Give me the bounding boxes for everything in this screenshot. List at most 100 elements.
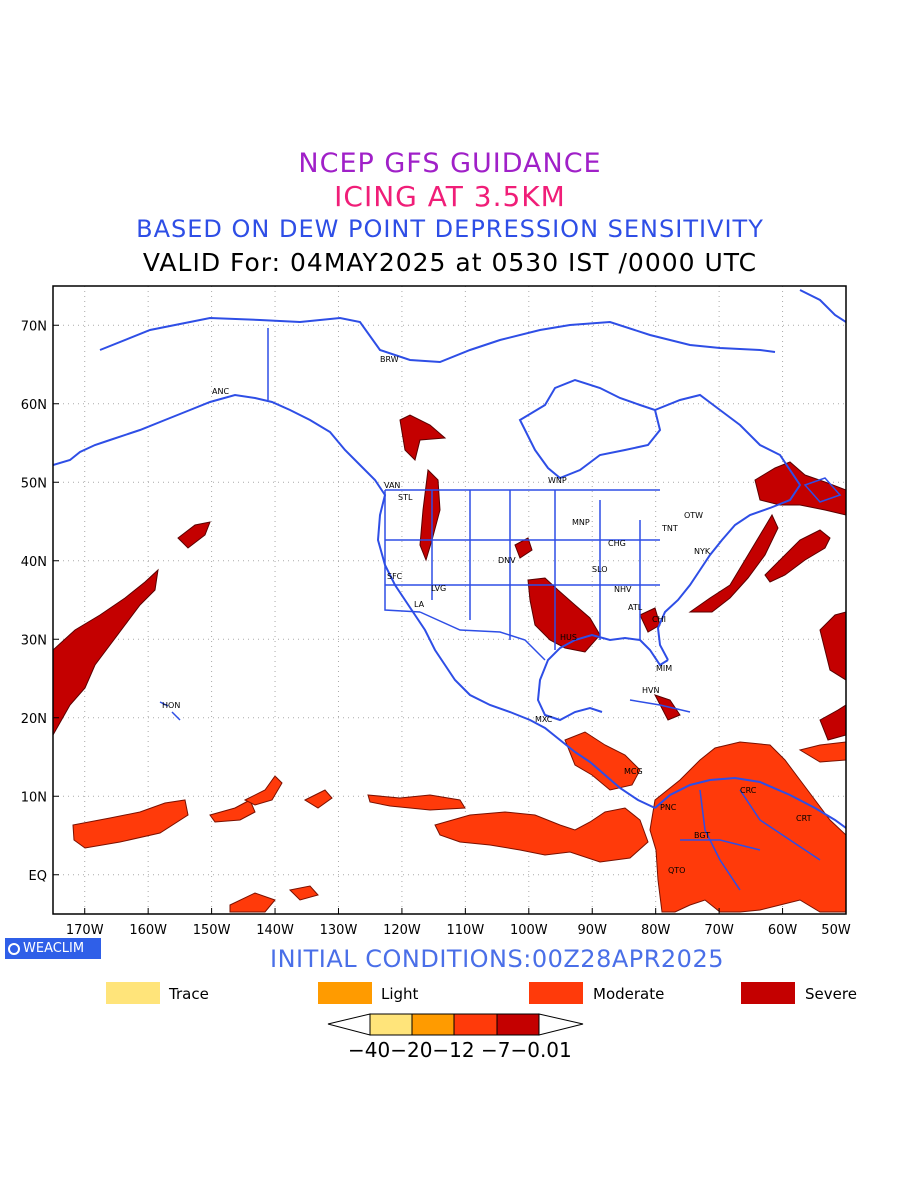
- city-label-bgt: BGT: [694, 831, 710, 840]
- city-label-otw: OTW: [684, 511, 703, 520]
- icing-area: [209, 799, 256, 823]
- lon-tick-label: 80W: [641, 923, 671, 938]
- city-label-stl: STL: [398, 493, 413, 502]
- legend-swatch-moderate: [529, 982, 583, 1004]
- city-label-mcg: MCG: [624, 767, 643, 776]
- colorbar: [327, 1013, 584, 1036]
- legend-swatch-light: [318, 982, 372, 1004]
- lat-tick-label: 20N: [21, 712, 47, 727]
- city-label-slo: SLO: [592, 565, 608, 574]
- city-label-pnc: PNC: [660, 803, 677, 812]
- icing-area: [399, 414, 447, 461]
- lon-tick-label: 120W: [383, 923, 421, 938]
- lat-tick-label: EQ: [29, 869, 47, 884]
- legend-swatch-trace: [106, 982, 160, 1004]
- icing-area: [764, 529, 831, 583]
- us-mexico-border: [419, 611, 546, 661]
- coastline-hudson: [518, 378, 662, 480]
- logo-text: WEACLIM: [23, 941, 85, 956]
- icing-moderate-areas: [72, 731, 846, 913]
- city-label-brw: BRW: [380, 355, 399, 364]
- city-label-nyk: NYK: [694, 547, 711, 556]
- islands: [159, 477, 842, 721]
- chart-subtitle-icing: ICING AT 3.5KM: [334, 180, 566, 213]
- icing-area: [72, 799, 189, 849]
- lat-tick-label: 50N: [21, 476, 47, 491]
- city-label-crt: CRT: [796, 814, 812, 823]
- icing-area: [754, 461, 846, 516]
- icing-area: [419, 468, 441, 562]
- chart-title: NCEP GFS GUIDANCE: [298, 148, 602, 179]
- lon-tick-label: 90W: [578, 923, 608, 938]
- lon-tick-label: 100W: [510, 923, 548, 938]
- lon-tick-label: 70W: [704, 923, 734, 938]
- city-label-tnt: TNT: [661, 524, 678, 533]
- icing-area: [229, 892, 276, 913]
- city-label-la: LA: [414, 600, 425, 609]
- city-label-hvn: HVN: [642, 686, 659, 695]
- city-label-atl: ATL: [628, 603, 643, 612]
- newfoundland: [803, 477, 842, 503]
- icing-area: [819, 704, 846, 741]
- sa-country-borders: [680, 789, 821, 891]
- legend-label-light: Light: [381, 985, 419, 1003]
- icing-area: [288, 885, 319, 901]
- lat-tick-label: 60N: [21, 398, 47, 413]
- city-label-chi: CHI: [652, 615, 666, 624]
- us-states-outline: [384, 490, 660, 650]
- city-label-mnp: MNP: [572, 518, 590, 527]
- icing-area: [564, 731, 641, 791]
- city-label-hon: HON: [162, 701, 180, 710]
- icing-area: [53, 568, 159, 737]
- city-label-van: VAN: [384, 481, 400, 490]
- longitude-axis: 170W 160W 150W 140W 130W 120W 110W 100W 90W 80W 70…: [66, 908, 851, 938]
- coastline-gulf: [536, 633, 669, 722]
- cuba: [629, 699, 691, 713]
- city-label-mim: MIM: [656, 664, 672, 673]
- city-label-anc: ANC: [212, 387, 229, 396]
- lat-tick-label: 30N: [21, 633, 47, 648]
- coastline-arctic-alaska: [53, 393, 656, 809]
- coastline-north: [99, 316, 776, 364]
- lon-tick-label: 170W: [66, 923, 104, 938]
- weaclim-logo: WEACLIM: [5, 938, 101, 959]
- icing-area: [303, 789, 333, 809]
- icing-area: [243, 775, 283, 806]
- legend-label-moderate: Moderate: [593, 985, 665, 1003]
- lon-tick-label: 60W: [768, 923, 798, 938]
- icing-severe-areas: [53, 414, 846, 741]
- city-label-nhv: NHV: [614, 585, 632, 594]
- city-label-lvg: LVG: [431, 584, 446, 593]
- icing-area: [798, 741, 846, 763]
- lon-tick-label: 130W: [320, 923, 358, 938]
- icing-area: [527, 577, 601, 653]
- city-label-hus: HUS: [560, 633, 577, 642]
- colorbar-swatch: [411, 1013, 455, 1036]
- map-frame: [52, 285, 847, 915]
- lat-tick-label: 40N: [21, 555, 47, 570]
- icing-area: [649, 741, 846, 913]
- colorbar-swatch: [369, 1013, 413, 1036]
- city-label-sfc: SFC: [387, 572, 403, 581]
- coastlines: [53, 289, 846, 829]
- icing-area: [688, 513, 779, 613]
- colorbar-left-arrow: [327, 1013, 371, 1036]
- lat-tick-label: 70N: [21, 319, 47, 334]
- coastline-southamerica: [654, 776, 846, 829]
- valid-time: VALID For: 04MAY2025 at 0530 IST /0000 U…: [142, 248, 758, 277]
- city-label-mxc: MXC: [535, 715, 553, 724]
- colorbar-right-arrow: [538, 1013, 584, 1036]
- city-label-wnp: WNP: [548, 476, 567, 485]
- city-label-crc: CRC: [740, 786, 757, 795]
- coastline-greenland: [799, 289, 846, 323]
- city-label-dnv: DNV: [498, 556, 516, 565]
- chart-subtitle-method: BASED ON DEW POINT DEPRESSION SENSITIVIT…: [136, 215, 764, 243]
- legend-label-severe: Severe: [805, 985, 857, 1003]
- colorbar-swatch: [496, 1013, 540, 1036]
- latitude-axis: 70N 60N 50N 40N 30N 20N 10N EQ: [21, 319, 59, 884]
- icing-area: [177, 521, 211, 549]
- lon-tick-label: 150W: [193, 923, 231, 938]
- lon-tick-label: 110W: [447, 923, 485, 938]
- initial-conditions: INITIAL CONDITIONS:00Z28APR2025: [270, 945, 724, 973]
